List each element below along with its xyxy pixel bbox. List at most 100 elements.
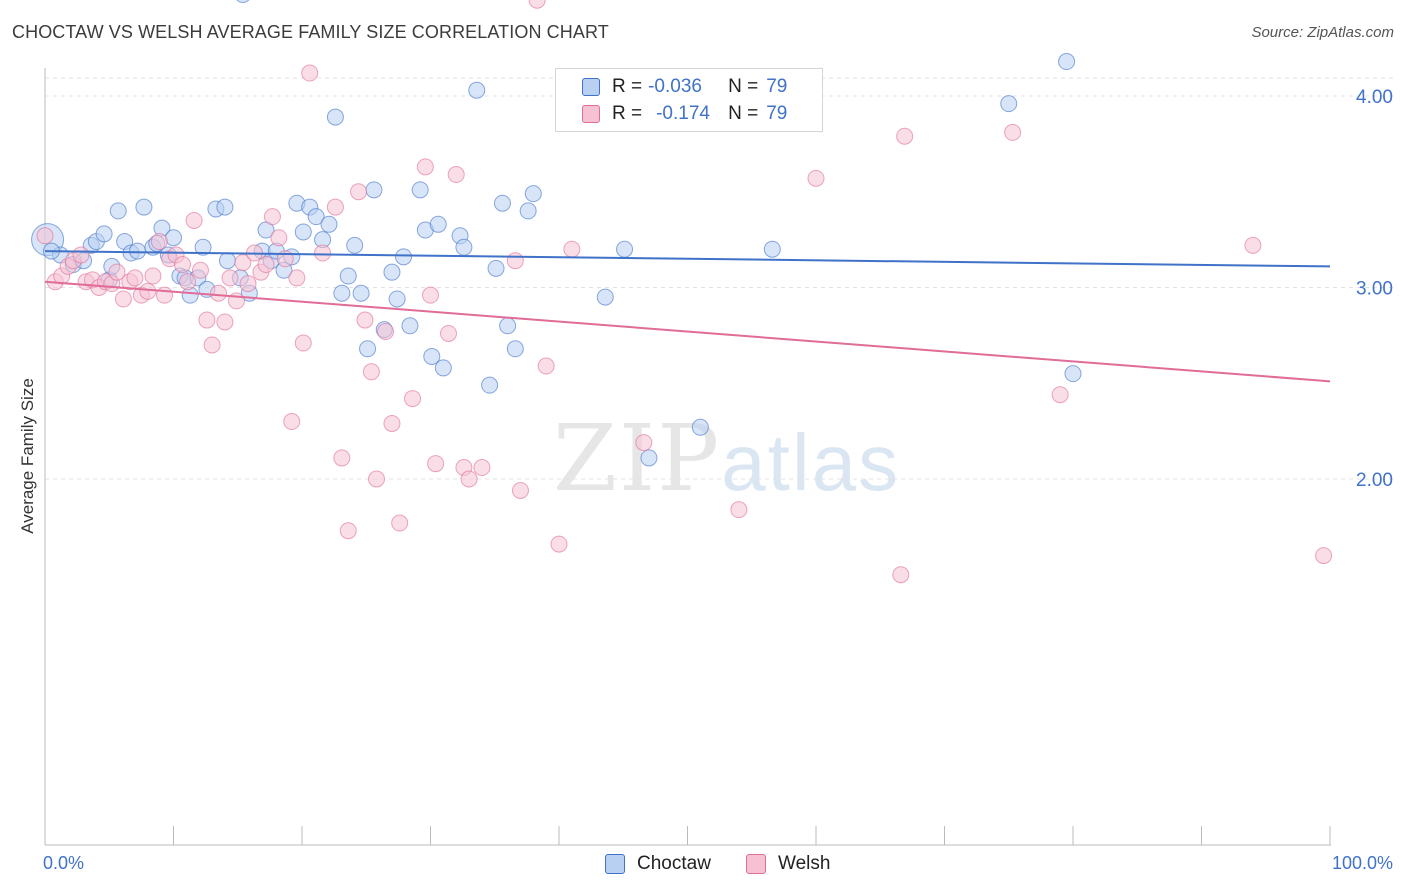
welsh-point <box>383 414 401 432</box>
choctaw-point <box>236 0 250 4</box>
legend-r-value: -0.036 <box>648 76 702 97</box>
welsh-point <box>221 269 239 287</box>
choctaw-point <box>383 263 401 281</box>
welsh-point <box>185 211 203 229</box>
legend-row-choctaw: R = -0.036 N = 79 <box>582 76 787 98</box>
welsh-point <box>144 267 162 285</box>
welsh-point <box>36 227 54 245</box>
choctaw-swatch <box>582 78 600 96</box>
welsh-point <box>1315 547 1333 565</box>
welsh-point <box>263 208 281 226</box>
welsh-point <box>283 413 301 431</box>
choctaw-point <box>95 225 113 243</box>
choctaw-point <box>616 240 634 258</box>
chart-source: Source: ZipAtlas.com <box>1251 24 1394 41</box>
welsh-point <box>368 470 386 488</box>
watermark: ZIPatlas <box>553 405 900 512</box>
choctaw-point <box>434 359 452 377</box>
welsh-point <box>362 363 380 381</box>
choctaw-point <box>395 248 413 266</box>
legend-row-welsh: R = -0.174 N = 79 <box>582 103 787 125</box>
welsh-point <box>528 0 546 9</box>
chart-title: CHOCTAW VS WELSH AVERAGE FAMILY SIZE COR… <box>12 22 609 42</box>
legend-r-label: R = <box>612 76 643 97</box>
welsh-point <box>156 286 174 304</box>
axes <box>44 68 1331 846</box>
choctaw-point <box>455 238 473 256</box>
welsh-point <box>896 127 914 145</box>
legend-item-welsh[interactable]: Welsh <box>746 852 830 876</box>
welsh-point <box>333 449 351 467</box>
choctaw-point <box>359 340 377 358</box>
welsh-point <box>473 459 491 477</box>
choctaw-point <box>294 223 312 241</box>
y-tick-label: 2.00 <box>1356 470 1393 491</box>
legend-item-choctaw[interactable]: Choctaw <box>605 852 711 876</box>
choctaw-swatch <box>605 854 625 874</box>
legend-n-value: 79 <box>766 76 788 97</box>
choctaw-point <box>135 198 153 216</box>
welsh-point <box>1244 236 1262 254</box>
welsh-point <box>356 311 374 329</box>
welsh-point <box>537 357 555 375</box>
welsh-trend-line <box>44 280 1331 383</box>
choctaw-point <box>365 181 383 199</box>
welsh-point <box>350 183 368 201</box>
welsh-point <box>447 166 465 184</box>
legend-n-value: 79 <box>766 103 788 124</box>
welsh-point <box>404 390 422 408</box>
welsh-point <box>422 286 439 304</box>
welsh-point <box>1051 386 1069 404</box>
legend-r-label: R = <box>612 103 643 124</box>
welsh-point <box>339 522 357 540</box>
choctaw-point <box>481 376 499 394</box>
choctaw-point <box>524 185 542 203</box>
y-tick-label: 3.00 <box>1356 279 1393 300</box>
welsh-point <box>139 282 157 300</box>
welsh-point <box>416 158 434 176</box>
choctaw-point <box>487 259 505 277</box>
choctaw-point <box>596 288 614 306</box>
choctaw-point <box>165 229 182 247</box>
welsh-point <box>377 323 395 341</box>
welsh-point <box>72 246 90 264</box>
choctaw-point <box>352 284 370 302</box>
welsh-point <box>550 535 568 553</box>
stats-legend: R = -0.036 N = 79 R = -0.174 N = 79 <box>555 68 823 132</box>
welsh-swatch <box>582 105 600 123</box>
welsh-point <box>301 64 319 82</box>
choctaw-point <box>339 267 357 285</box>
legend-n-label: N = <box>728 103 759 124</box>
choctaw-point <box>401 317 419 335</box>
choctaw-point <box>307 208 325 226</box>
welsh-point <box>234 254 252 272</box>
choctaw-point <box>691 418 709 436</box>
trend-lines <box>44 250 1331 383</box>
choctaw-point <box>320 215 338 233</box>
choctaw-point <box>1058 53 1076 71</box>
welsh-swatch <box>746 854 766 874</box>
data-points <box>31 0 1333 584</box>
choctaw-point <box>388 290 406 308</box>
choctaw-point <box>423 347 441 365</box>
welsh-point <box>150 233 168 251</box>
welsh-point <box>209 284 227 302</box>
choctaw-trend-line <box>44 250 1331 268</box>
choctaw-point <box>429 215 447 233</box>
watermark-atlas: atlas <box>721 418 901 507</box>
choctaw-point <box>763 240 781 258</box>
welsh-point <box>198 311 216 329</box>
welsh-point <box>427 455 445 473</box>
legend-r-value: -0.174 <box>656 103 710 124</box>
welsh-point <box>314 244 332 262</box>
choctaw-point <box>194 238 212 256</box>
welsh-point <box>439 324 457 342</box>
welsh-point <box>730 501 748 519</box>
welsh-point <box>563 240 581 258</box>
welsh-point <box>191 261 209 279</box>
choctaw-point <box>1064 365 1082 383</box>
choctaw-point <box>216 198 234 216</box>
choctaw-point <box>519 202 537 220</box>
welsh-point <box>807 169 825 187</box>
